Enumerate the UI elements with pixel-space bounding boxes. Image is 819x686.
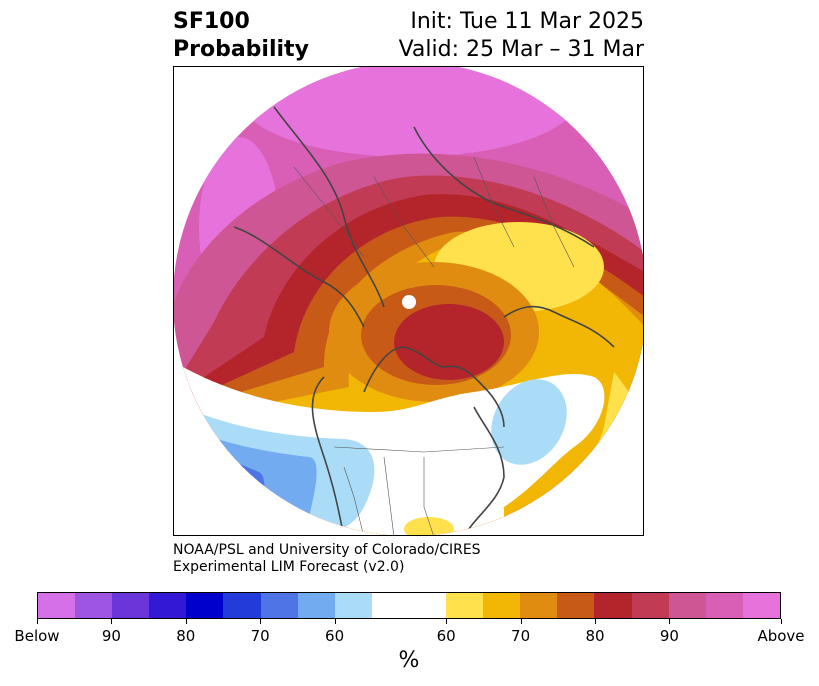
credit-line-2: Experimental LIM Forecast (v2.0) <box>173 559 405 575</box>
colorbar-segment <box>297 593 335 618</box>
probability-map <box>174 67 643 535</box>
below-70-region <box>174 442 241 535</box>
colorbar-tick-label: 70 <box>250 627 270 645</box>
colorbar-tick <box>669 619 671 624</box>
colorbar-segment <box>149 593 187 618</box>
colorbar-segment <box>594 593 632 618</box>
map-title: SF100 Probability <box>173 8 309 64</box>
title-line-2: Probability <box>173 37 309 62</box>
colorbar-tick-label: Above <box>757 627 805 645</box>
forecast-dates: Init: Tue 11 Mar 2025 Valid: 25 Mar – 31… <box>399 8 644 64</box>
above-extreme-north <box>239 67 579 157</box>
colorbar-tick-label: 80 <box>585 627 605 645</box>
probability-colorbar <box>37 592 781 619</box>
borders <box>293 156 575 535</box>
credit-text: NOAA/PSL and University of Colorado/CIRE… <box>173 542 481 576</box>
colorbar-segment <box>668 593 706 618</box>
colorbar-tick <box>260 619 262 624</box>
colorbar-unit: % <box>398 648 420 673</box>
colorbar-tick <box>111 619 113 624</box>
colorbar-tick <box>781 619 782 624</box>
colorbar-tick-label: Below <box>14 627 60 645</box>
colorbar-tick <box>595 619 596 624</box>
colorbar-segment <box>705 593 743 618</box>
credit-line-1: NOAA/PSL and University of Colorado/CIRE… <box>173 542 481 558</box>
colorbar-segment <box>75 593 113 618</box>
title-line-1: SF100 <box>173 9 250 34</box>
colorbar-segment <box>520 593 558 618</box>
colorbar-tick <box>520 619 522 624</box>
colorbar-tick <box>185 619 187 624</box>
north-pole-marker <box>402 295 416 309</box>
colorbar-tick <box>37 619 38 624</box>
colorbar-segment <box>483 593 521 618</box>
colorbar-tick-label: 60 <box>436 627 456 645</box>
colorbar-tick <box>334 619 336 624</box>
coastlines <box>233 106 615 535</box>
colorbar-segment <box>742 593 780 618</box>
colorbar-segment <box>223 593 261 618</box>
colorbar-segment <box>38 593 76 618</box>
below-55-atlantic-blob <box>491 379 567 465</box>
colorbar-segment <box>446 593 484 618</box>
colorbar-segment <box>260 593 298 618</box>
colorbar-tick-label: 90 <box>101 627 121 645</box>
colorbar-tick-label: 70 <box>511 627 531 645</box>
init-date: Init: Tue 11 Mar 2025 <box>410 9 644 34</box>
above-core-inner <box>394 304 504 380</box>
colorbar-tick-label: 80 <box>176 627 196 645</box>
colorbar-segment <box>334 593 372 618</box>
colorbar-tick-label: 90 <box>659 627 679 645</box>
colorbar-segment <box>557 593 595 618</box>
above-55-southeast-us <box>404 517 454 535</box>
map-panel <box>173 66 644 536</box>
colorbar-segment <box>186 593 224 618</box>
valid-range: Valid: 25 Mar – 31 Mar <box>398 37 644 62</box>
colorbar-segment <box>371 593 447 618</box>
colorbar-segment <box>631 593 669 618</box>
colorbar-segment <box>112 593 150 618</box>
colorbar-tick <box>446 619 448 624</box>
colorbar-tick-label: 60 <box>325 627 345 645</box>
